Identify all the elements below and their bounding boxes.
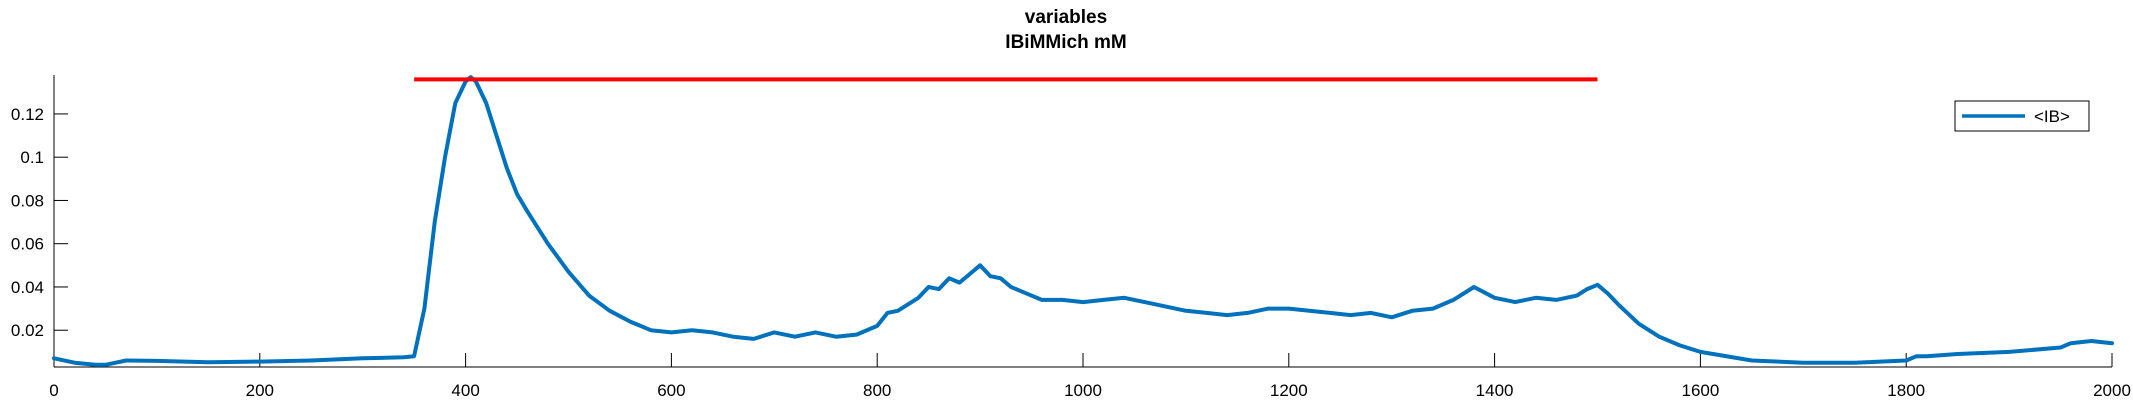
- x-tick-label: 600: [657, 381, 685, 400]
- y-tick-label: 0.06: [11, 235, 44, 254]
- y-tick-label: 0.04: [11, 278, 44, 297]
- x-tick-label: 400: [451, 381, 479, 400]
- x-axis-ticks: 0 200 400 600 800 1000 1200 1400 1600 1800 2000: [49, 353, 2131, 400]
- y-tick-label: 0.08: [11, 191, 44, 210]
- x-tick-label: 1400: [1476, 381, 1514, 400]
- plot-area: [52, 75, 2114, 367]
- x-tick-label: 2000: [2093, 381, 2131, 400]
- legend: <IB>: [1954, 100, 2090, 132]
- x-tick-label: 0: [49, 381, 58, 400]
- y-axis-ticks: 0.02 0.04 0.06 0.08 0.1 0.12: [11, 105, 68, 340]
- x-tick-label: 800: [863, 381, 891, 400]
- x-tick-label: 1800: [1887, 381, 1925, 400]
- axes: [53, 75, 2112, 368]
- x-tick-label: 200: [246, 381, 274, 400]
- x-tick-label: 1200: [1270, 381, 1308, 400]
- y-tick-label: 0.12: [11, 105, 44, 124]
- chart-subtitle: IBiMMich mM: [1005, 32, 1126, 53]
- y-tick-label: 0.02: [11, 321, 44, 340]
- x-tick-label: 1000: [1064, 381, 1102, 400]
- chart-title: variables: [1025, 7, 1107, 28]
- x-tick-label: 1600: [1681, 381, 1719, 400]
- legend-label: <IB>: [2034, 107, 2070, 126]
- series-line-ib: [52, 75, 2114, 367]
- y-tick-label: 0.1: [20, 148, 44, 167]
